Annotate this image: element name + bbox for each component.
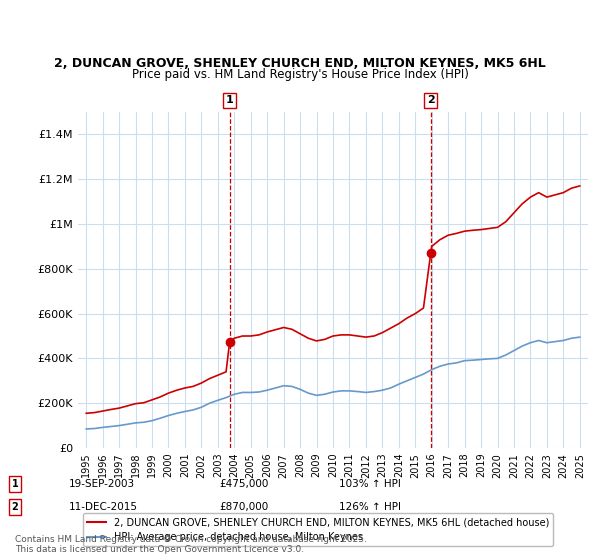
Text: £870,000: £870,000 [219, 502, 268, 512]
Text: 1: 1 [226, 95, 233, 105]
Text: 19-SEP-2003: 19-SEP-2003 [69, 479, 135, 489]
Text: Price paid vs. HM Land Registry's House Price Index (HPI): Price paid vs. HM Land Registry's House … [131, 68, 469, 81]
Text: 126% ↑ HPI: 126% ↑ HPI [339, 502, 401, 512]
Text: 2: 2 [427, 95, 434, 105]
Text: 2, DUNCAN GROVE, SHENLEY CHURCH END, MILTON KEYNES, MK5 6HL: 2, DUNCAN GROVE, SHENLEY CHURCH END, MIL… [54, 57, 546, 70]
Text: 2: 2 [11, 502, 19, 512]
Text: 103% ↑ HPI: 103% ↑ HPI [339, 479, 401, 489]
Text: Contains HM Land Registry data © Crown copyright and database right 2025.
This d: Contains HM Land Registry data © Crown c… [15, 535, 367, 554]
Legend: 2, DUNCAN GROVE, SHENLEY CHURCH END, MILTON KEYNES, MK5 6HL (detached house), HP: 2, DUNCAN GROVE, SHENLEY CHURCH END, MIL… [83, 514, 553, 546]
Text: 1: 1 [11, 479, 19, 489]
Text: £475,000: £475,000 [219, 479, 268, 489]
Text: 11-DEC-2015: 11-DEC-2015 [69, 502, 138, 512]
